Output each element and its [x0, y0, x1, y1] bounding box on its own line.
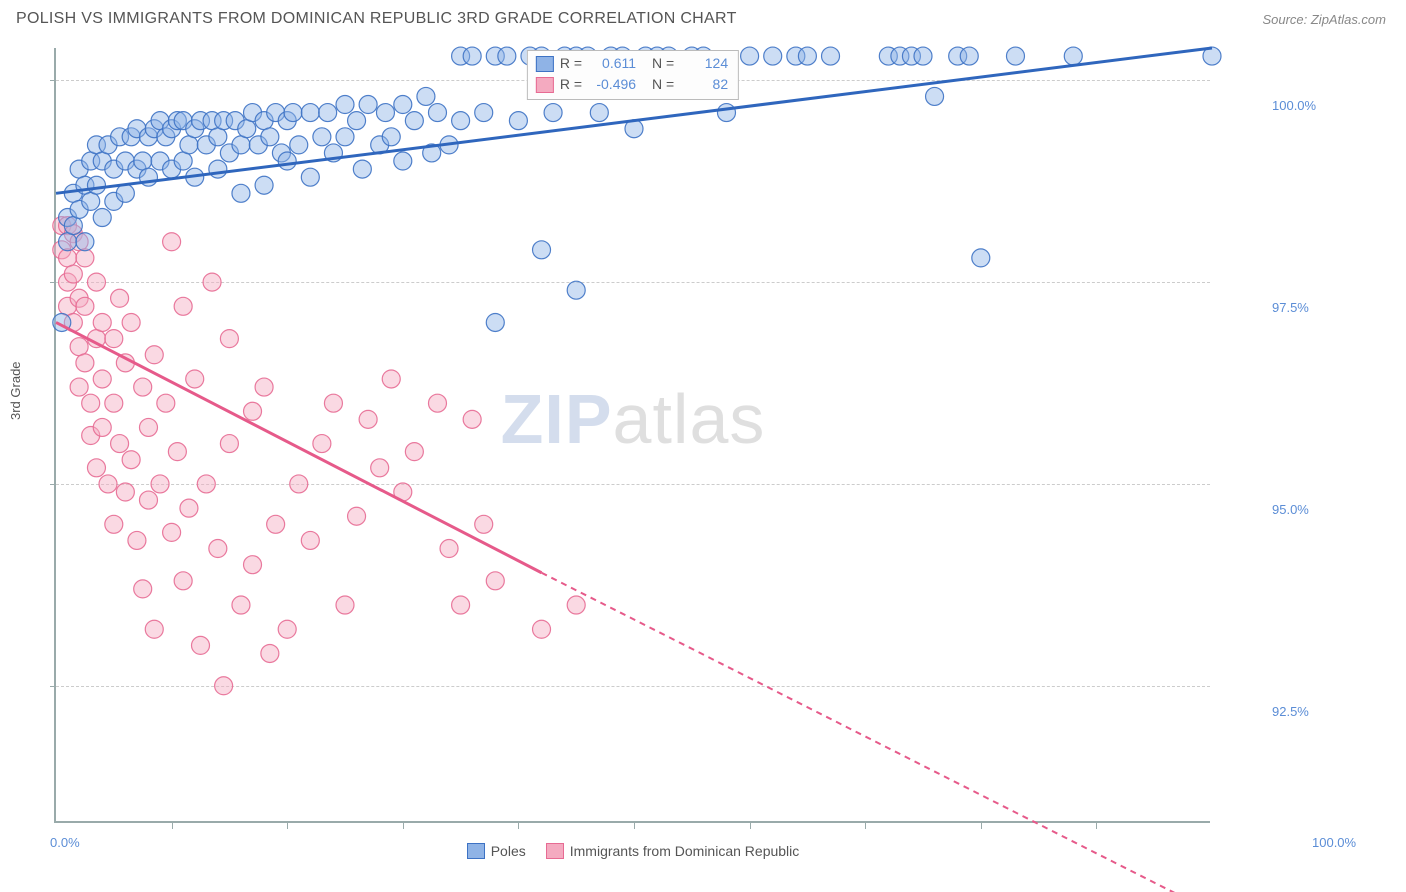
y-axis-label: 3rd Grade [8, 361, 23, 420]
xtick-label-right: 100.0% [1312, 835, 1356, 850]
scatter-svg [56, 48, 1212, 823]
r-label: R = [560, 53, 582, 74]
chart-plot-area: ZIPatlas R = 0.611 N = 124 R = -0.496 N … [54, 48, 1210, 823]
ytick-label: 92.5% [1272, 704, 1309, 719]
series-legend: Poles Immigrants from Dominican Republic [56, 843, 1210, 859]
source-prefix: Source: [1262, 12, 1310, 27]
xtick [403, 823, 404, 829]
r-pink: -0.496 [588, 74, 636, 95]
swatch-pink [536, 77, 554, 93]
swatch-blue [467, 843, 485, 859]
n-blue: 124 [680, 53, 728, 74]
series-label-pink: Immigrants from Dominican Republic [570, 843, 800, 859]
swatch-blue [536, 56, 554, 72]
n-pink: 82 [680, 74, 728, 95]
ytick-label: 97.5% [1272, 300, 1309, 315]
xtick [981, 823, 982, 829]
stats-row-pink: R = -0.496 N = 82 [536, 74, 728, 95]
xtick [750, 823, 751, 829]
xtick [865, 823, 866, 829]
ytick-label: 95.0% [1272, 502, 1309, 517]
xtick [287, 823, 288, 829]
xtick [1096, 823, 1097, 829]
stats-legend: R = 0.611 N = 124 R = -0.496 N = 82 [527, 50, 739, 100]
chart-title: POLISH VS IMMIGRANTS FROM DOMINICAN REPU… [16, 10, 737, 28]
n-label: N = [652, 53, 674, 74]
source-label: Source: ZipAtlas.com [1262, 12, 1386, 27]
series-label-blue: Poles [491, 843, 526, 859]
xtick [518, 823, 519, 829]
ytick-label: 100.0% [1272, 98, 1316, 113]
source-name: ZipAtlas.com [1311, 12, 1386, 27]
n-label: N = [652, 74, 674, 95]
xtick [634, 823, 635, 829]
swatch-pink [546, 843, 564, 859]
r-label: R = [560, 74, 582, 95]
r-blue: 0.611 [588, 53, 636, 74]
stats-row-blue: R = 0.611 N = 124 [536, 53, 728, 74]
xtick [172, 823, 173, 829]
xtick-label-left: 0.0% [50, 835, 80, 850]
